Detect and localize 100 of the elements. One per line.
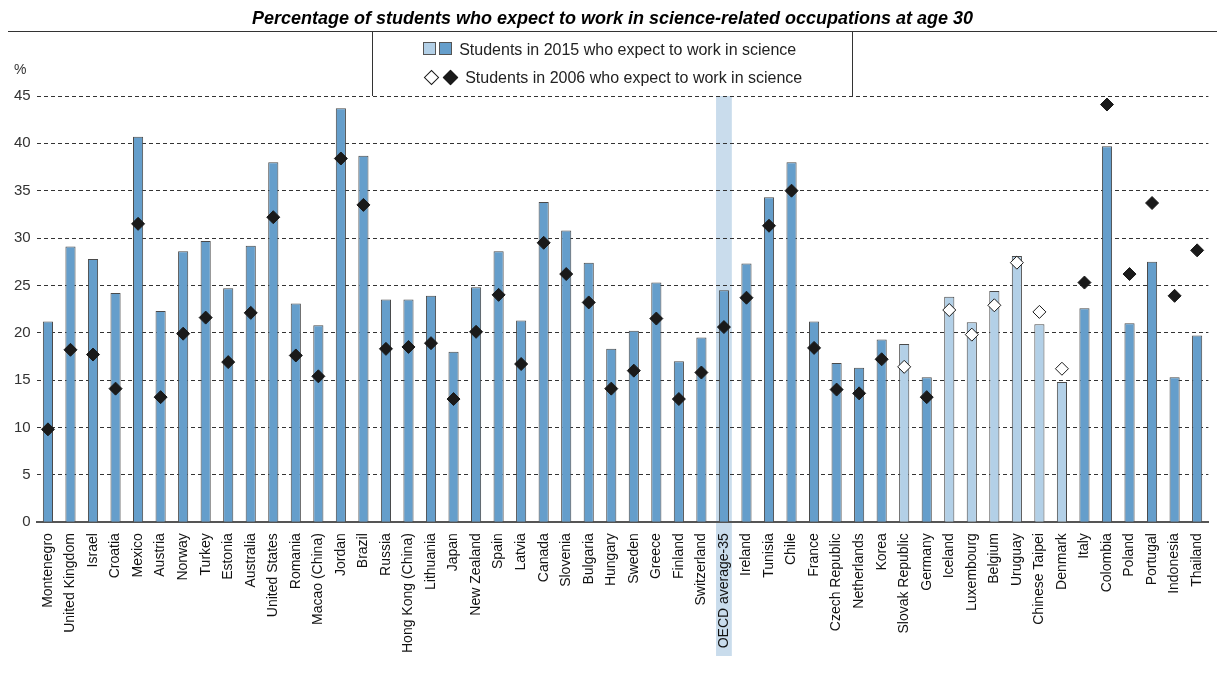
point (604, 381, 619, 396)
y-tick-label: 15 (14, 370, 31, 388)
point (829, 382, 844, 397)
legend-label: Students in 2015 who expect to work in science (458, 40, 798, 60)
point (671, 392, 686, 407)
x-tick-label: Sweden (624, 533, 641, 584)
x-tick-label: Chinese Taipei (1030, 533, 1047, 625)
point (491, 287, 506, 302)
point (311, 369, 326, 384)
x-tick-label: Slovak Republic (895, 533, 912, 634)
point (807, 340, 822, 355)
legend-label: Students in 2006 who expect to work in science (464, 68, 803, 88)
x-tick-label: Netherlands (849, 533, 866, 609)
point (153, 390, 168, 405)
x-tick-label: Luxembourg (962, 533, 979, 611)
x-tick-label: Jordan (331, 533, 348, 576)
x-tick-label: Austria (151, 532, 168, 577)
y-tick-label: 30 (14, 228, 31, 246)
point (1100, 97, 1114, 112)
x-tick-label: Australia (241, 532, 258, 588)
x-tick-label: Turkey (196, 533, 213, 576)
point (626, 363, 641, 378)
x-tick-label: Czech Republic (827, 533, 844, 632)
y-tick-label: 35 (14, 180, 31, 198)
x-tick-label: Uruguay (1007, 533, 1024, 587)
point (874, 352, 889, 367)
point (221, 355, 236, 370)
point (739, 290, 754, 305)
point (198, 310, 213, 325)
point (716, 320, 731, 335)
point (378, 341, 393, 356)
x-tick-label: Tunisia (759, 532, 776, 578)
point (424, 336, 439, 351)
point (63, 342, 78, 357)
x-tick-label: France (804, 532, 821, 577)
x-tick-label: United Kingdom (61, 533, 78, 633)
x-tick-label: United States (264, 533, 281, 618)
x-tick-label: Norway (174, 533, 191, 581)
point (1122, 267, 1137, 282)
x-tick-label: Portugal (1142, 533, 1159, 586)
x-tick-label: Japan (444, 533, 461, 572)
point (919, 390, 934, 405)
x-tick-label: Germany (917, 533, 934, 591)
x-tick-label: Denmark (1052, 532, 1069, 590)
x-tick-label: Ireland (737, 533, 754, 576)
x-tick-label: Korea (872, 532, 889, 571)
x-tick-label: Israel (83, 533, 100, 568)
point (356, 197, 371, 212)
y-tick-label: 0 (22, 512, 31, 530)
y-tick-label: 40 (14, 133, 31, 151)
x-tick-label: Romania (286, 532, 303, 590)
point (469, 324, 484, 339)
x-tick-label: Switzerland (692, 533, 709, 606)
x-tick-label: Belgium (985, 533, 1002, 584)
y-tick-label: 10 (14, 417, 31, 435)
point (1167, 288, 1182, 303)
x-tick-label: Croatia (106, 532, 123, 579)
x-tick-label: Spain (489, 533, 506, 569)
chart-title: Percentage of students who expect to work in science-related occupations at age 30 (8, 8, 1217, 32)
x-tick-label: Slovenia (557, 532, 574, 587)
point (784, 183, 799, 198)
point (243, 305, 258, 320)
x-tick-label: Macao (China) (309, 533, 326, 625)
x-tick-label: Poland (1120, 533, 1137, 577)
point (649, 311, 664, 326)
point (108, 381, 123, 396)
x-tick-label: Iceland (940, 533, 957, 579)
x-tick-label: Hungary (602, 533, 619, 587)
x-tick-label: OECD average-35 (714, 532, 731, 649)
point (333, 151, 348, 166)
point (266, 210, 281, 225)
x-tick-label: Brazil (354, 533, 371, 569)
point (1145, 196, 1160, 211)
point (86, 347, 101, 362)
point (581, 295, 596, 310)
point (694, 365, 709, 380)
point (559, 267, 574, 282)
point (762, 218, 776, 233)
x-tick-label: Hong Kong (China) (399, 533, 416, 654)
x-tick-label: Thailand (1187, 533, 1204, 587)
x-tick-label: Colombia (1097, 532, 1114, 593)
point (987, 298, 1002, 313)
x-tick-label: Estonia (219, 532, 236, 580)
x-tick-label: Indonesia (1165, 532, 1182, 594)
x-tick-label: Russia (376, 532, 393, 576)
point (176, 326, 191, 341)
point (40, 422, 55, 437)
y-tick-label: 45 (14, 86, 31, 104)
point (514, 357, 529, 371)
x-tick-label: Chile (782, 532, 799, 566)
point (1190, 243, 1205, 258)
point (401, 339, 416, 354)
x-tick-label: Mexico (128, 532, 145, 578)
point (942, 303, 957, 318)
y-tick-label: 5 (22, 464, 31, 482)
point (288, 348, 303, 363)
x-tick-label: Italy (1075, 533, 1092, 559)
x-tick-label: Montenegro (38, 532, 55, 608)
point (446, 392, 461, 407)
x-tick-label: Finland (669, 533, 686, 580)
